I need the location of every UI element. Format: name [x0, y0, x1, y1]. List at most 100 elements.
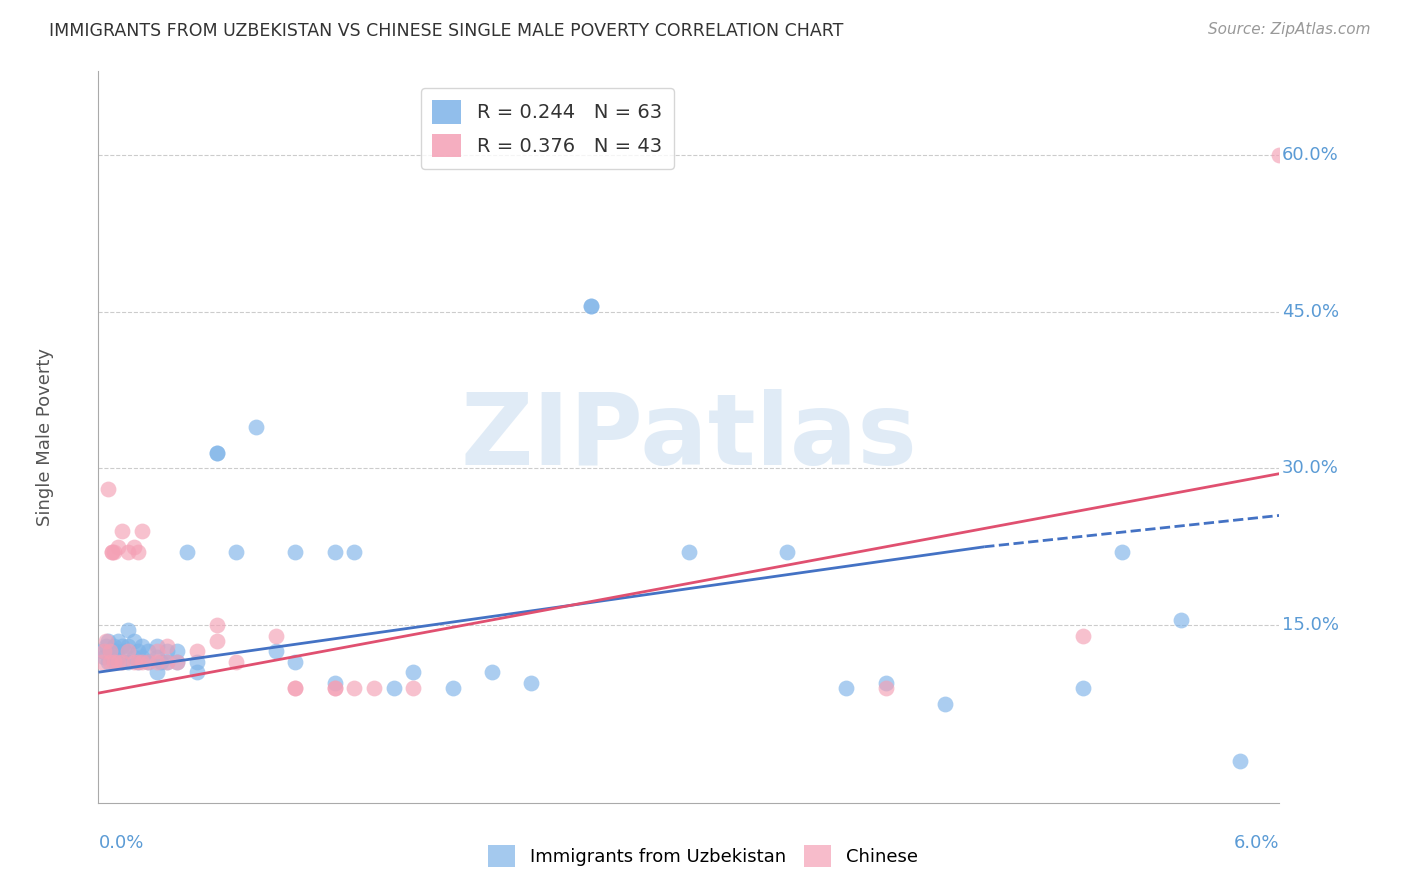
Point: [105, 644, 128, 658]
Point: [96, 639, 118, 653]
Point: [117, 655, 139, 669]
Point: [166, 655, 188, 669]
Point: [382, 681, 405, 695]
Point: [1071, 681, 1094, 695]
Text: Source: ZipAtlas.com: Source: ZipAtlas.com: [1208, 22, 1371, 37]
Point: [934, 697, 956, 711]
Point: [111, 655, 134, 669]
Point: [111, 524, 134, 538]
Point: [101, 545, 124, 559]
Point: [117, 644, 139, 658]
Point: [117, 545, 139, 559]
Legend: Immigrants from Uzbekistan, Chinese: Immigrants from Uzbekistan, Chinese: [481, 838, 925, 874]
Point: [111, 655, 134, 669]
Point: [343, 545, 366, 559]
Text: ZIPatlas: ZIPatlas: [461, 389, 917, 485]
Point: [101, 649, 124, 664]
Point: [97, 655, 120, 669]
Text: 45.0%: 45.0%: [1282, 302, 1339, 321]
Point: [156, 639, 179, 653]
Point: [127, 655, 149, 669]
Point: [343, 681, 366, 695]
Point: [103, 655, 125, 669]
Point: [122, 655, 145, 669]
Point: [225, 545, 247, 559]
Point: [156, 655, 179, 669]
Legend: R = 0.244   N = 63, R = 0.376   N = 43: R = 0.244 N = 63, R = 0.376 N = 43: [420, 88, 673, 169]
Point: [97, 633, 120, 648]
Text: Single Male Poverty: Single Male Poverty: [37, 348, 55, 526]
Point: [176, 545, 198, 559]
Point: [136, 644, 159, 658]
Point: [264, 629, 287, 643]
Point: [264, 644, 287, 658]
Point: [98, 644, 121, 658]
Point: [363, 681, 385, 695]
Point: [205, 618, 228, 632]
Point: [127, 655, 149, 669]
Point: [323, 545, 346, 559]
Point: [122, 633, 145, 648]
Text: IMMIGRANTS FROM UZBEKISTAN VS CHINESE SINGLE MALE POVERTY CORRELATION CHART: IMMIGRANTS FROM UZBEKISTAN VS CHINESE SI…: [49, 22, 844, 40]
Point: [131, 524, 153, 538]
Point: [91, 655, 114, 669]
Point: [93, 644, 115, 658]
Point: [323, 675, 346, 690]
Point: [402, 681, 425, 695]
Point: [96, 633, 118, 648]
Point: [146, 655, 169, 669]
Point: [97, 483, 120, 497]
Point: [146, 649, 169, 664]
Point: [101, 545, 124, 559]
Point: [481, 665, 503, 680]
Point: [156, 644, 179, 658]
Point: [205, 633, 228, 648]
Point: [284, 681, 307, 695]
Point: [166, 644, 188, 658]
Point: [117, 639, 139, 653]
Point: [186, 665, 208, 680]
Point: [146, 644, 169, 658]
Point: [166, 655, 188, 669]
Point: [875, 675, 897, 690]
Point: [122, 649, 145, 664]
Point: [103, 545, 125, 559]
Point: [107, 649, 129, 664]
Point: [1111, 545, 1133, 559]
Point: [131, 639, 153, 653]
Point: [579, 300, 602, 314]
Point: [117, 624, 139, 638]
Point: [284, 655, 307, 669]
Point: [136, 655, 159, 669]
Point: [103, 639, 125, 653]
Point: [1170, 613, 1192, 627]
Point: [127, 545, 149, 559]
Point: [131, 655, 153, 669]
Point: [284, 545, 307, 559]
Text: 15.0%: 15.0%: [1282, 616, 1339, 634]
Point: [875, 681, 897, 695]
Point: [245, 419, 267, 434]
Text: 60.0%: 60.0%: [1282, 146, 1339, 164]
Point: [225, 655, 247, 669]
Point: [146, 665, 169, 680]
Point: [98, 655, 121, 669]
Point: [776, 545, 799, 559]
Point: [107, 540, 129, 554]
Point: [835, 681, 858, 695]
Point: [156, 655, 179, 669]
Point: [107, 633, 129, 648]
Point: [150, 655, 173, 669]
Point: [284, 681, 307, 695]
Point: [107, 655, 129, 669]
Point: [1268, 148, 1291, 162]
Point: [91, 644, 114, 658]
Point: [98, 644, 121, 658]
Point: [131, 649, 153, 664]
Point: [678, 545, 700, 559]
Point: [205, 446, 228, 460]
Point: [323, 681, 346, 695]
Point: [93, 649, 115, 664]
Point: [127, 644, 149, 658]
Point: [136, 655, 159, 669]
